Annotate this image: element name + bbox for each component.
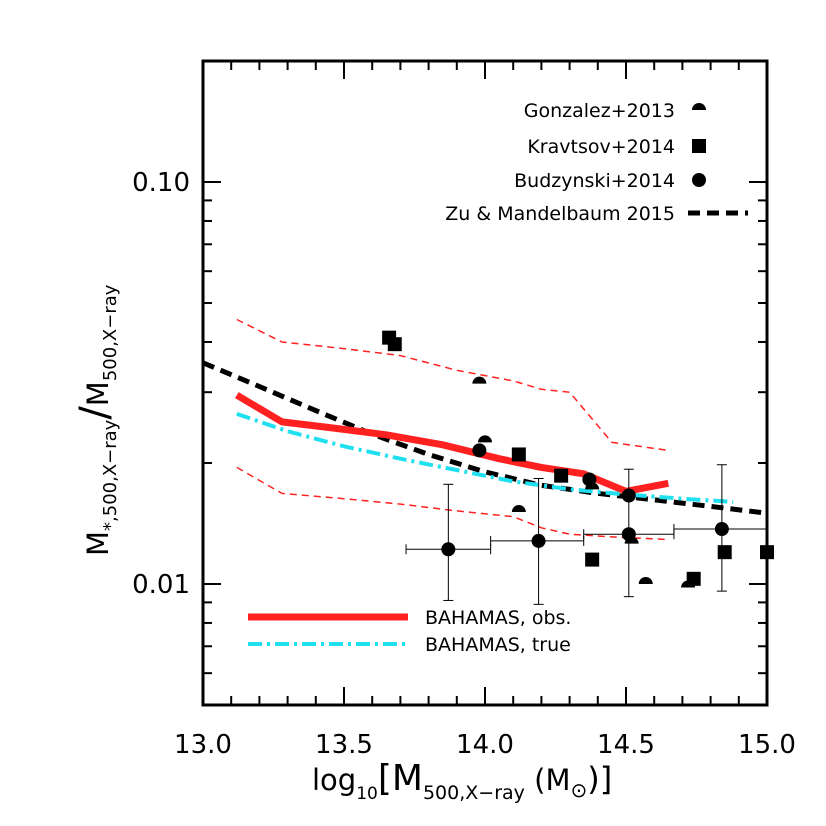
data-point-half-circle bbox=[478, 435, 493, 443]
data-point-circle bbox=[714, 522, 729, 537]
data-point-half-circle bbox=[511, 505, 526, 513]
series-line-5 bbox=[236, 318, 669, 452]
legend-label: BAHAMAS, obs. bbox=[425, 607, 571, 629]
data-point-square bbox=[686, 571, 701, 586]
data-point-square bbox=[717, 545, 732, 560]
data-point-circle bbox=[531, 533, 546, 548]
series-line-6 bbox=[236, 466, 669, 541]
series-line-4 bbox=[235, 392, 669, 495]
y-axis-label-m1: M bbox=[81, 531, 115, 556]
x-axis-label-open: [M bbox=[378, 758, 423, 799]
y-axis-label-slash: / bbox=[72, 406, 118, 420]
plot-marks bbox=[202, 318, 774, 605]
y-tick-label: 0.10 bbox=[132, 168, 190, 198]
data-point-square bbox=[387, 337, 402, 352]
legend-label: BAHAMAS, true bbox=[425, 634, 571, 656]
legend-label: Budzynski+2014 bbox=[514, 170, 675, 192]
legend-marker bbox=[692, 103, 706, 110]
x-tick-label: 14.5 bbox=[597, 730, 655, 760]
y-axis-label: M*,500,X−ray/M500,X−ray bbox=[72, 284, 121, 556]
x-axis-label-close: )] bbox=[587, 760, 612, 798]
data-point-circle bbox=[621, 527, 636, 542]
data-point-circle bbox=[621, 488, 636, 503]
data-point-circle bbox=[472, 443, 487, 458]
axis-ticks bbox=[202, 60, 768, 706]
x-axis-label-sub10: 10 bbox=[356, 784, 378, 804]
legend-label: Kravtsov+2014 bbox=[527, 136, 675, 158]
x-tick-label: 13.0 bbox=[174, 730, 232, 760]
y-axis-label-m2: M bbox=[81, 381, 115, 406]
x-axis-label-sun: ⊙ bbox=[570, 778, 587, 802]
legend-top: Gonzalez+2013 Kravtsov+2014 Budzynski+2014… bbox=[445, 100, 748, 225]
series-line-7 bbox=[236, 412, 734, 504]
x-axis-label-unit: (M bbox=[525, 763, 571, 797]
legend-bottom: BAHAMAS, obs. BAHAMAS, true bbox=[248, 607, 571, 656]
data-point-circle bbox=[582, 472, 597, 487]
data-point-half-circle bbox=[472, 376, 487, 384]
x-axis-label-log: log bbox=[312, 763, 356, 797]
legend-label: Zu & Mandelbaum 2015 bbox=[445, 203, 675, 225]
y-axis-label-sub1: *,500,X−ray bbox=[100, 419, 121, 531]
data-point-circle bbox=[441, 542, 456, 557]
x-axis-label: log10[M500,X−ray (M⊙)] bbox=[312, 758, 612, 804]
data-point-square bbox=[511, 447, 526, 462]
legend-label: Gonzalez+2013 bbox=[524, 100, 675, 122]
y-tick-label: 0.01 bbox=[132, 570, 190, 600]
series-line-3 bbox=[202, 360, 768, 516]
data-point-square bbox=[585, 552, 600, 567]
tick-labels: 13.0 13.5 14.0 14.5 15.0 0.01 0.10 bbox=[132, 168, 796, 760]
x-axis-label-sub: 500,X−ray bbox=[423, 782, 525, 804]
legend-marker bbox=[692, 139, 706, 153]
data-point-square bbox=[554, 468, 569, 483]
x-tick-label: 14.0 bbox=[456, 730, 514, 760]
x-tick-label: 13.5 bbox=[315, 730, 373, 760]
legend-marker bbox=[692, 173, 706, 187]
data-point-half-circle bbox=[638, 576, 653, 584]
x-tick-label: 15.0 bbox=[738, 730, 796, 760]
y-axis-label-sub2: 500,X−ray bbox=[100, 284, 121, 381]
